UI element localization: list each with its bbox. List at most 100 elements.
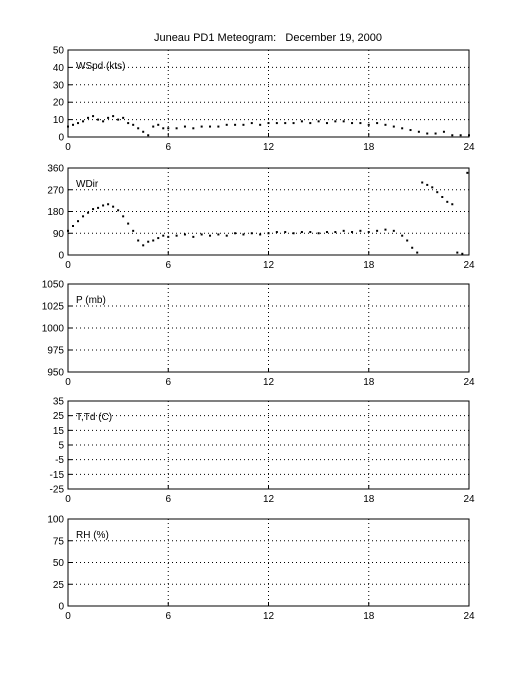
panel-2-label: P (mb) (76, 295, 106, 306)
panel-1-series-0-point (426, 183, 429, 186)
panel-3-ytick-label: -5 (55, 455, 64, 466)
panel-1-series-0-point (284, 231, 287, 234)
panel-0-series-0-point (72, 123, 75, 126)
panel-1-series-0-point (97, 206, 100, 209)
panel-1-series-0-point (117, 209, 120, 212)
panel-0-series-0-point (417, 130, 420, 133)
panel-0-series-0-point (250, 122, 253, 125)
panel-0-ytick-label: 10 (53, 115, 65, 126)
panel-1-series-0-point (317, 232, 320, 235)
panel-0-series-0-point (225, 123, 228, 126)
panel-1-series-0-point (456, 251, 459, 254)
panel-1-series-0-point (250, 232, 253, 235)
panel-0-xtick-label: 12 (263, 142, 275, 153)
panel-2-xtick-label: 12 (263, 377, 275, 388)
panel-0-ytick-label: 30 (53, 80, 65, 91)
panel-3-ytick-label: 25 (53, 411, 65, 422)
panel-1-label: WDir (76, 179, 99, 190)
panel-0-series-0-point (300, 120, 303, 123)
panel-2-ytick-label: 950 (47, 368, 64, 379)
panel-1-series-0-point (112, 205, 115, 208)
panel-0-series-0-point (67, 125, 69, 128)
panel-0-series-0-point (152, 125, 155, 128)
panel-2-ytick-label: 1000 (42, 324, 65, 335)
panel-4-xtick-label: 24 (463, 611, 475, 622)
panel-1-series-0-point (225, 234, 228, 237)
panel-0-series-0-point (309, 122, 312, 125)
panel-0-ytick-label: 20 (53, 98, 65, 109)
panel-0-series-0-point (267, 122, 270, 125)
panel-0-series-0-point (426, 132, 429, 135)
panel-0-series-0-point (192, 127, 195, 130)
panel-1-series-0-point (436, 191, 439, 194)
panel-4-ytick-label: 0 (58, 602, 64, 613)
panel-1-series-0-point (300, 231, 303, 234)
panel-0-series-0-point (384, 123, 387, 126)
panel-1-xtick-label: 6 (165, 260, 171, 271)
panel-0-series-0-point (157, 123, 160, 126)
panel-1-series-0-point (406, 239, 409, 242)
panel-0-series-0-point (342, 120, 345, 123)
panel-0-series-0-point (401, 127, 404, 130)
panel-0-series-0-point (137, 127, 140, 130)
panel-0-series-0-point (359, 122, 362, 125)
panel-1-ytick-label: 360 (47, 164, 64, 175)
panel-0-series-0-point (351, 122, 354, 125)
panel-1-series-0-point (446, 200, 449, 203)
panel-1-series-0-point (234, 232, 237, 235)
panel-1-series-0-point (376, 229, 379, 232)
panel-0-series-0-point (167, 127, 170, 130)
panel-1-series-0-point (67, 229, 69, 232)
panel-1-series-0-point (77, 220, 80, 223)
panel-1-series-0-point (132, 229, 135, 232)
panel-1-series-0-point (192, 235, 195, 238)
panel-0-series-0-point (442, 130, 445, 133)
panel-1-series-0-point (384, 228, 387, 231)
panel-0-xtick-label: 6 (165, 142, 171, 153)
panel-2-xtick-label: 6 (165, 377, 171, 388)
panel-0-series-0-point (468, 134, 470, 137)
panel-1-series-0-point (461, 252, 464, 255)
panel-4-label: RH (%) (76, 530, 109, 541)
panel-0-series-0-point (217, 125, 220, 128)
panel-1-series-0-point (309, 231, 312, 234)
panel-1-series-0-point (152, 239, 155, 242)
panel-0-series-0-point (122, 116, 125, 119)
panel-1-series-0-point (267, 232, 270, 235)
panel-1-series-0-point (87, 211, 90, 214)
panel-0-series-0-point (142, 130, 145, 133)
panel-4-xtick-label: 0 (65, 611, 71, 622)
panel-1-series-0-point (334, 231, 337, 234)
panel-2-xtick-label: 18 (363, 377, 375, 388)
panel-4-xtick-label: 18 (363, 611, 375, 622)
panel-0-ytick-label: 50 (53, 46, 65, 57)
panel-1-series-0-point (200, 233, 203, 236)
panel-4-ytick-label: 75 (53, 536, 65, 547)
panel-2-ytick-label: 1025 (42, 302, 65, 313)
panel-0-series-0-point (292, 122, 295, 125)
panel-0-series-0-point (77, 122, 80, 125)
panel-0-series-0-point (284, 122, 287, 125)
panel-0-series-0-point (209, 125, 212, 128)
panel-1-series-0-point (175, 234, 178, 237)
panel-2-xtick-label: 0 (65, 377, 71, 388)
panel-3-xtick-label: 12 (263, 494, 275, 505)
panel-0-xtick-label: 0 (65, 142, 71, 153)
panel-0-series-0-point (175, 127, 178, 130)
panel-1-series-0-point (127, 222, 130, 225)
panel-1-ytick-label: 270 (47, 185, 64, 196)
panel-0-series-0-point (459, 134, 462, 137)
panel-3-xtick-label: 24 (463, 494, 475, 505)
panel-1-series-0-point (157, 237, 160, 240)
panel-0-series-0-point (242, 123, 245, 126)
panel-1-series-0-point (292, 232, 295, 235)
panel-3-xtick-label: 0 (65, 494, 71, 505)
panel-1-series-0-point (217, 233, 220, 236)
panel-3-ytick-label: 35 (53, 397, 65, 408)
panel-1-series-0-point (411, 246, 414, 249)
panel-1-series-0-point (107, 203, 110, 206)
panel-4-ytick-label: 25 (53, 580, 65, 591)
panel-1-series-0-point (209, 234, 212, 237)
